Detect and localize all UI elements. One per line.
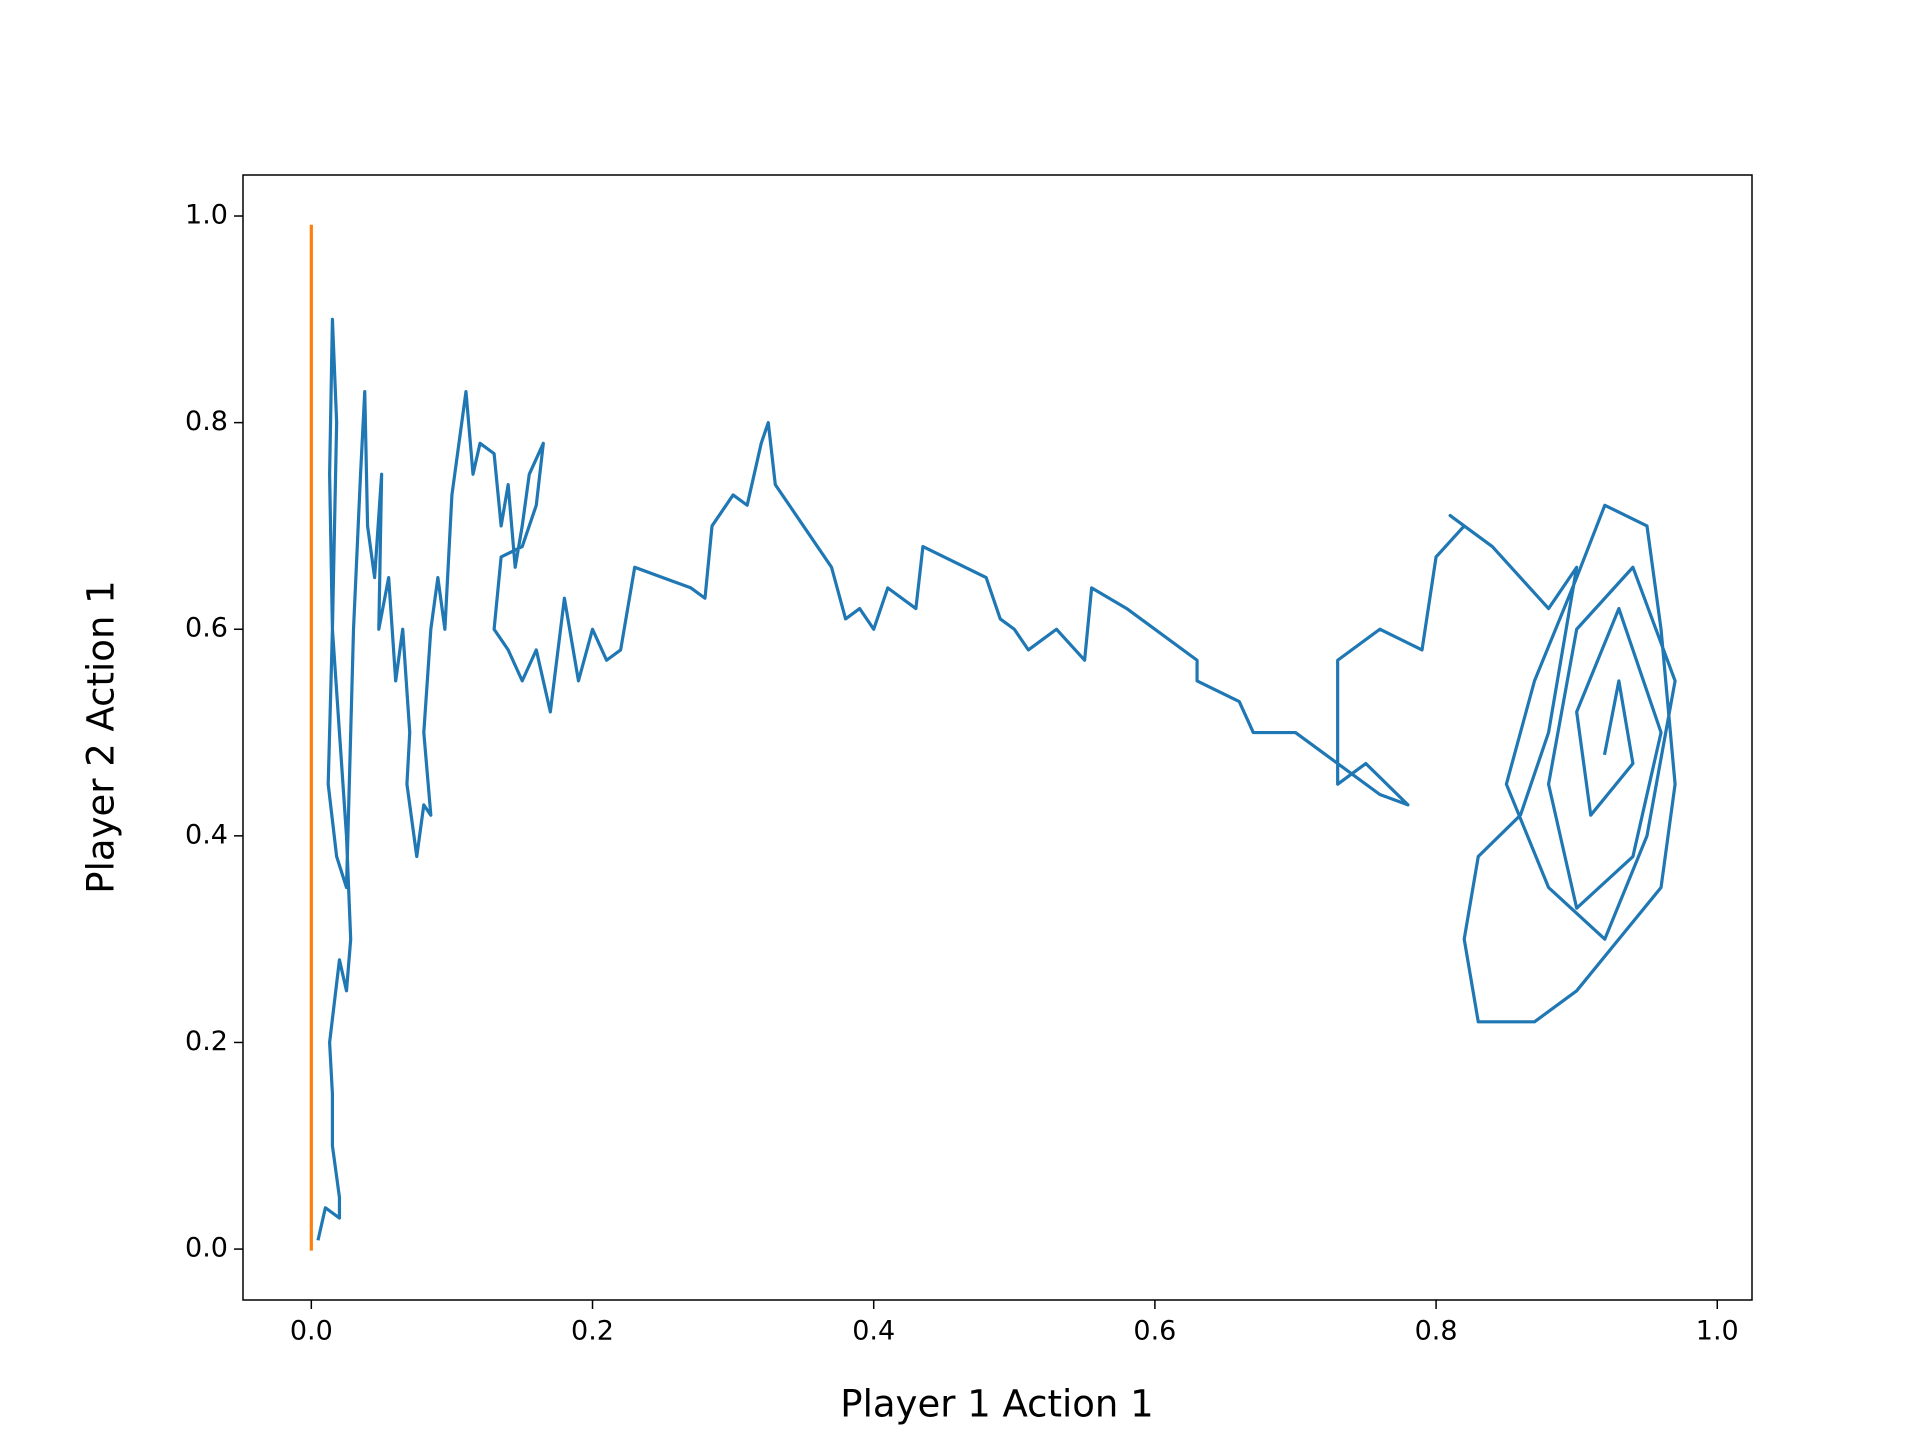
plot-frame	[242, 174, 1753, 1301]
y-tick-label: 1.0	[185, 200, 228, 231]
x-tick-label: 0.8	[1415, 1316, 1458, 1347]
data-line	[316, 317, 1677, 1241]
y-tick-label: 0.8	[185, 406, 228, 437]
x-axis-label: Player 1 Action 1	[840, 1383, 1153, 1426]
y-tick-label: 0.4	[185, 819, 228, 850]
y-tick-label: 0.2	[185, 1026, 228, 1057]
x-tick-label: 0.6	[1133, 1316, 1176, 1347]
x-tick-label: 0.2	[571, 1316, 614, 1347]
y-tick-label: 0.0	[185, 1233, 228, 1264]
x-tick-label: 0.4	[852, 1316, 895, 1347]
y-tick-label: 0.6	[185, 613, 228, 644]
x-tick-label: 1.0	[1696, 1316, 1739, 1347]
x-tick-label: 0.0	[290, 1316, 333, 1347]
y-axis-label: Player 2 Action 1	[80, 580, 123, 893]
